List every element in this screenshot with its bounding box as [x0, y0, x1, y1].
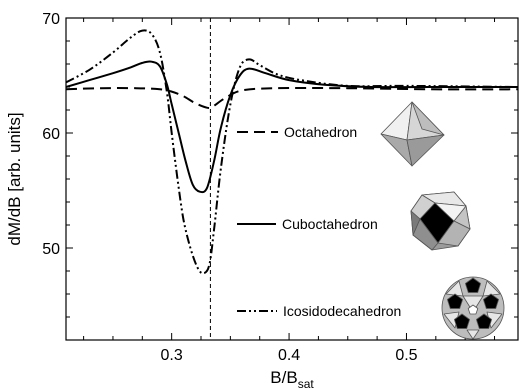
- icosidodecahedron-icon: [441, 276, 505, 340]
- x-tick-label: 0.4: [278, 347, 300, 364]
- octahedron-icon: [380, 101, 445, 167]
- legend-label-octahedron: Octahedron: [284, 124, 357, 140]
- series-line-octahedron: [65, 86, 519, 110]
- y-tick-label: 50: [42, 241, 60, 258]
- legend-label-icosidodecahedron: Icosidodecahedron: [283, 303, 401, 319]
- y-axis-label: dM/dB [arb. units]: [5, 112, 24, 245]
- x-tick-label: 0.5: [395, 347, 417, 364]
- x-axis-label: B/Bsat: [270, 368, 314, 390]
- cuboctahedron-icon: [410, 191, 471, 251]
- series-line-icosidodecahedron: [65, 29, 519, 275]
- y-tick-label: 70: [42, 11, 60, 28]
- y-tick-label: 60: [42, 126, 60, 143]
- x-tick-label: 0.3: [161, 347, 183, 364]
- legend-label-cuboctahedron: Cuboctahedron: [282, 216, 378, 232]
- series-line-cuboctahedron: [65, 60, 518, 194]
